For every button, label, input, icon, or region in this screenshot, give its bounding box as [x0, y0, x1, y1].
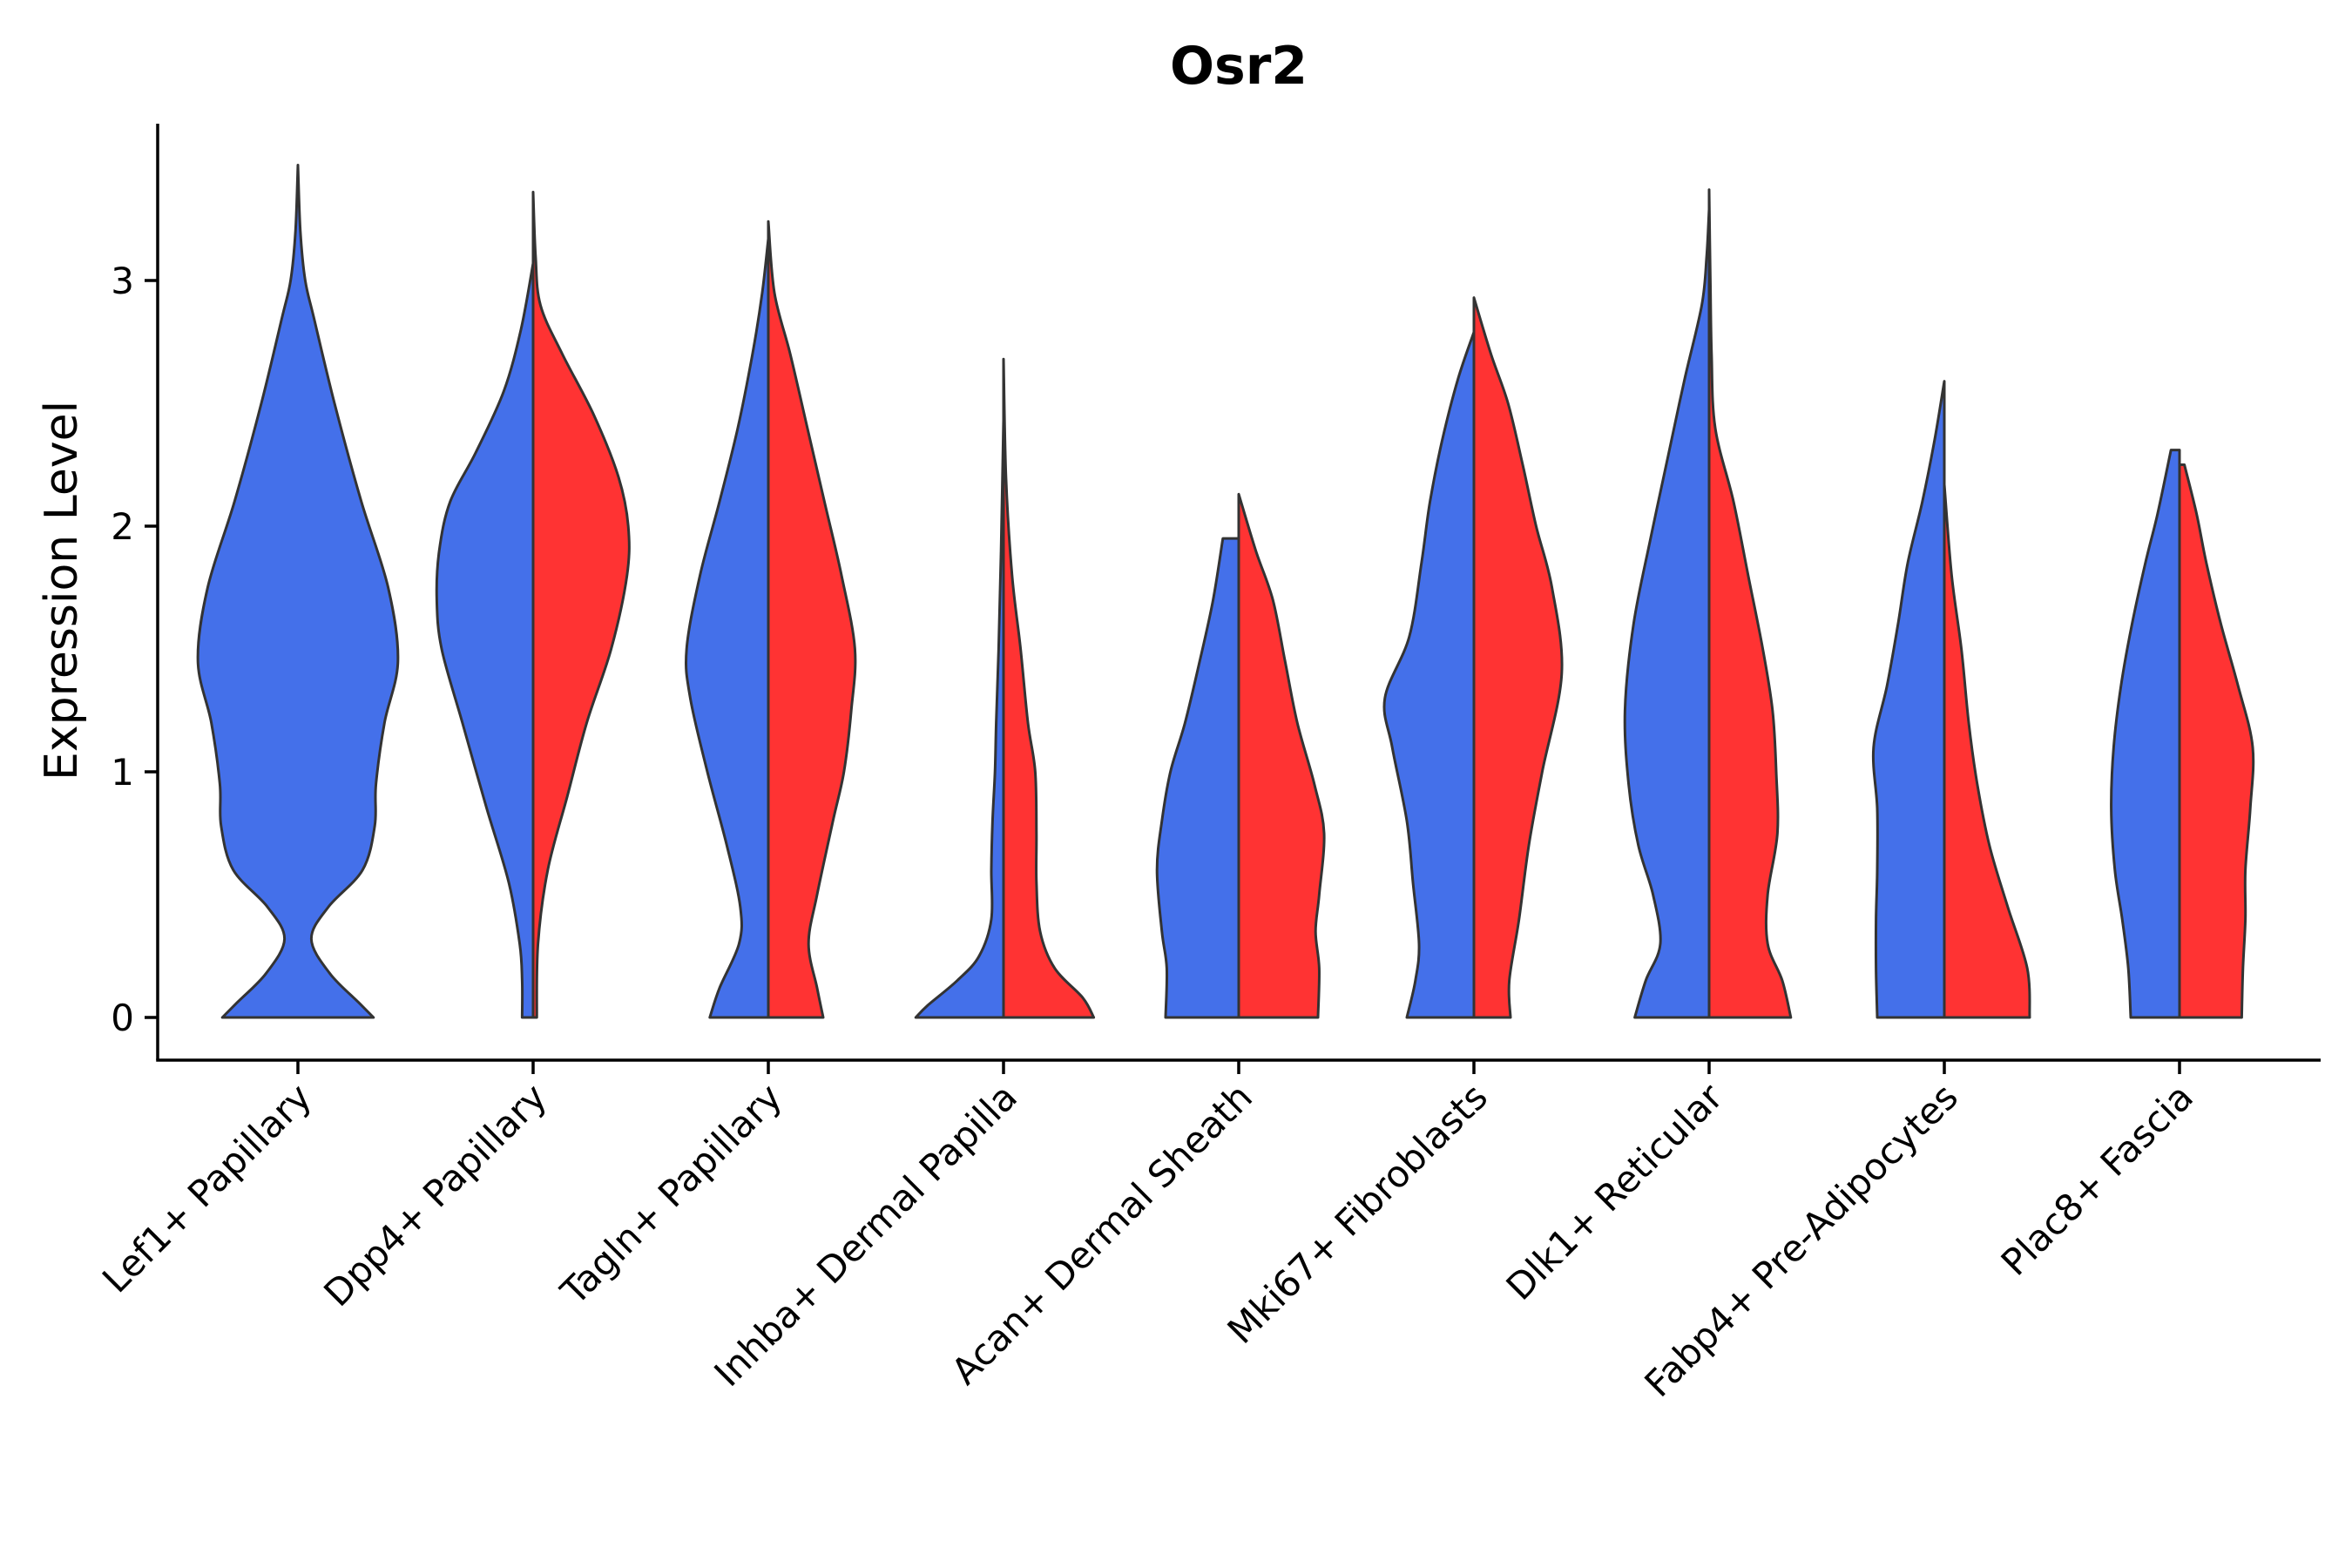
chart-title: Osr2 [1170, 36, 1308, 97]
violin-right-cat-1 [531, 191, 631, 1019]
violin-right-cat-2 [767, 220, 857, 1019]
violin-right-cat-5 [1472, 296, 1564, 1019]
violin-right-cat-8 [2178, 463, 2255, 1019]
x-category-label: Plac8+ Fascia [1993, 1075, 2201, 1283]
x-category-label: Dlk1+ Reticular [1498, 1075, 1732, 1308]
x-category-label: Tagln+ Papillary [552, 1075, 790, 1313]
y-tick-label: 3 [111, 260, 134, 302]
y-tick-label: 0 [111, 997, 134, 1039]
violin-left-cat-6 [1623, 207, 1711, 1019]
y-tick-label: 2 [111, 505, 134, 548]
violin-left-cat-2 [684, 237, 770, 1019]
violin-right-cat-4 [1237, 492, 1326, 1019]
y-axis-label: Expression Level [36, 401, 88, 781]
violin-right-cat-7 [1943, 483, 2031, 1019]
violin-group [196, 164, 2255, 1019]
violin-left-cat-5 [1382, 330, 1476, 1019]
violin-full-cat-0 [196, 164, 400, 1019]
y-ticks: 0 1 2 3 [111, 260, 158, 1039]
y-tick-label: 1 [111, 751, 134, 794]
violin-left-cat-7 [1871, 380, 1946, 1019]
violin-left-cat-4 [1155, 537, 1240, 1019]
violin-left-cat-3 [914, 419, 1005, 1019]
x-category-label: Lef1+ Papillary [94, 1075, 320, 1301]
x-category-label: Mki67+ Fibroblasts [1220, 1075, 1496, 1351]
x-category-label: Dpp4+ Papillary [315, 1075, 555, 1315]
violin-right-cat-3 [1002, 357, 1096, 1019]
violin-left-cat-1 [435, 261, 535, 1019]
violin-left-cat-8 [2110, 449, 2181, 1019]
violin-right-cat-6 [1707, 188, 1793, 1019]
